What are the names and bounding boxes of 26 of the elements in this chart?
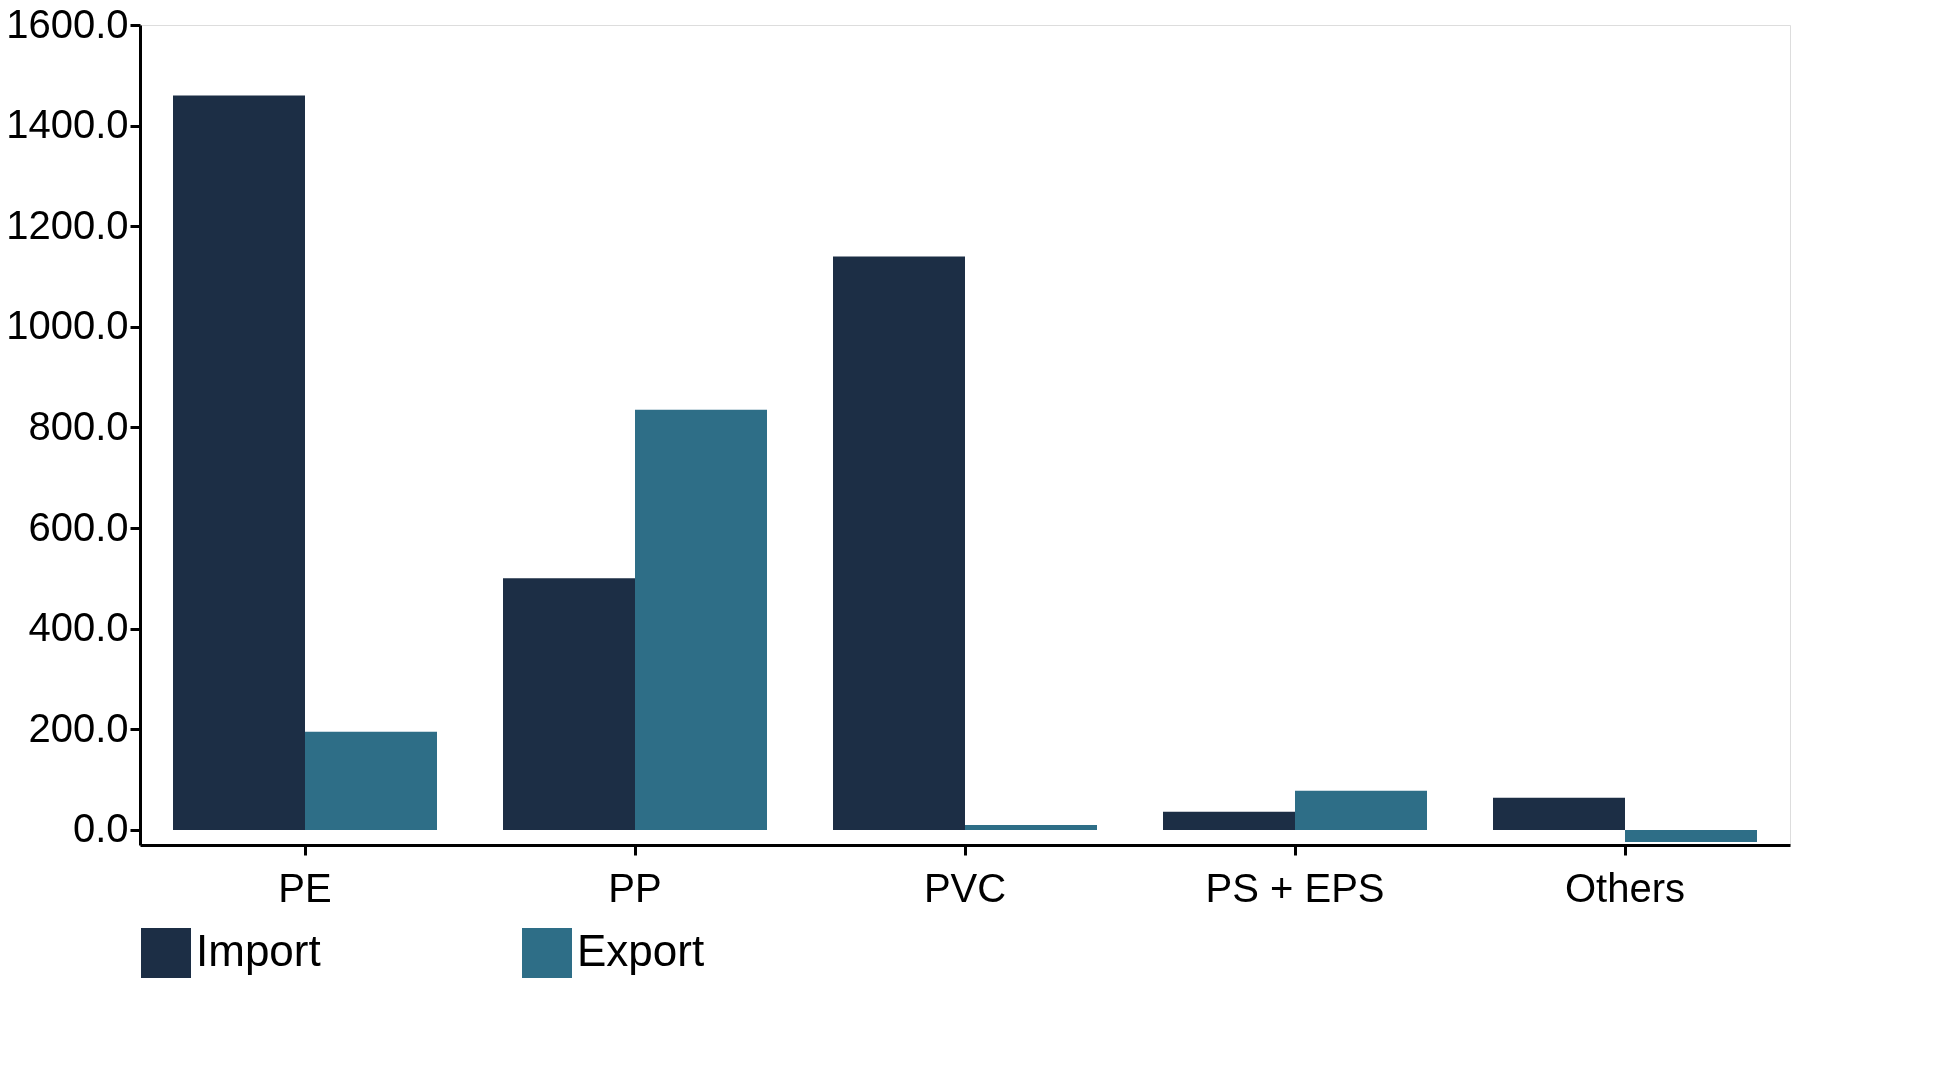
x-tick-label: Others — [1564, 865, 1686, 910]
bar — [503, 578, 635, 830]
legend-label: Import — [196, 926, 321, 975]
y-tick-label: 400.0 — [28, 605, 129, 650]
x-tick-label: PE — [278, 865, 332, 910]
bar — [635, 409, 767, 830]
y-tick-label: 1200.0 — [6, 202, 129, 247]
bar — [1163, 811, 1295, 830]
x-tick-label: PP — [608, 865, 662, 910]
y-tick-label: 1600.0 — [6, 1, 129, 46]
y-tick-label: 200.0 — [28, 705, 129, 750]
bar — [1295, 790, 1427, 830]
bar — [1493, 797, 1625, 830]
bar — [1625, 829, 1757, 842]
x-tick-label: PS + EPS — [1205, 865, 1385, 910]
y-tick-label: 600.0 — [28, 504, 129, 549]
bar — [965, 824, 1097, 830]
bar — [173, 95, 305, 830]
y-tick-label: 1000.0 — [6, 303, 129, 348]
bar — [833, 256, 965, 830]
bar — [305, 731, 437, 830]
legend-label: Export — [577, 926, 705, 975]
y-tick-label: 0.0 — [72, 806, 129, 851]
y-tick-label: 800.0 — [28, 403, 129, 448]
y-tick-label: 1400.0 — [6, 102, 129, 147]
x-tick-label: PVC — [923, 865, 1007, 910]
